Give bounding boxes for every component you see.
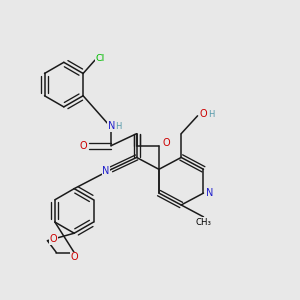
Text: O: O: [50, 234, 57, 244]
Text: CH₃: CH₃: [196, 218, 211, 227]
Text: O: O: [200, 109, 207, 119]
Text: H: H: [116, 122, 122, 131]
Text: Cl: Cl: [96, 54, 105, 63]
Text: H: H: [208, 110, 214, 119]
Text: O: O: [70, 252, 78, 262]
Text: O: O: [163, 138, 170, 148]
Text: O: O: [80, 140, 88, 151]
Text: N: N: [102, 166, 110, 176]
Text: N: N: [206, 188, 214, 198]
Text: N: N: [108, 121, 115, 131]
